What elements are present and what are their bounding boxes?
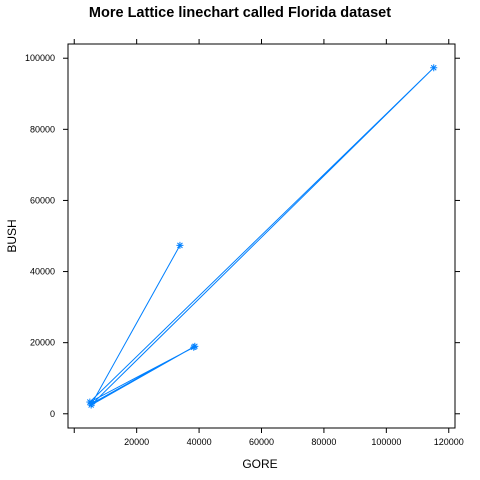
y-axis: 0 20000 40000 60000 80000 100000 <box>25 53 460 419</box>
chart-title: More Lattice linechart called Florida da… <box>89 5 391 21</box>
x-axis: 20000 40000 60000 80000 100000 120000 <box>73 39 464 447</box>
x-axis-label: GORE <box>242 457 277 471</box>
series-group <box>86 64 438 409</box>
data-point <box>87 401 95 409</box>
y-tick-label: 40000 <box>30 267 55 277</box>
x-tick-label: 20000 <box>124 437 149 447</box>
x-tick-label: 60000 <box>249 437 274 447</box>
y-axis-label: BUSH <box>5 219 19 252</box>
x-tick-label: 100000 <box>371 437 401 447</box>
y-tick-label: 80000 <box>30 124 55 134</box>
y-tick-label: 100000 <box>25 53 55 63</box>
y-tick-label: 20000 <box>30 338 55 348</box>
data-point <box>190 343 198 351</box>
y-tick-label: 60000 <box>30 195 55 205</box>
y-tick-label: 0 <box>50 409 55 419</box>
data-point <box>430 64 438 72</box>
data-point <box>86 398 94 406</box>
x-tick-label: 120000 <box>434 437 464 447</box>
data-point <box>176 241 184 249</box>
x-tick-label: 80000 <box>311 437 336 447</box>
series-line <box>89 67 435 406</box>
x-tick-label: 40000 <box>187 437 212 447</box>
